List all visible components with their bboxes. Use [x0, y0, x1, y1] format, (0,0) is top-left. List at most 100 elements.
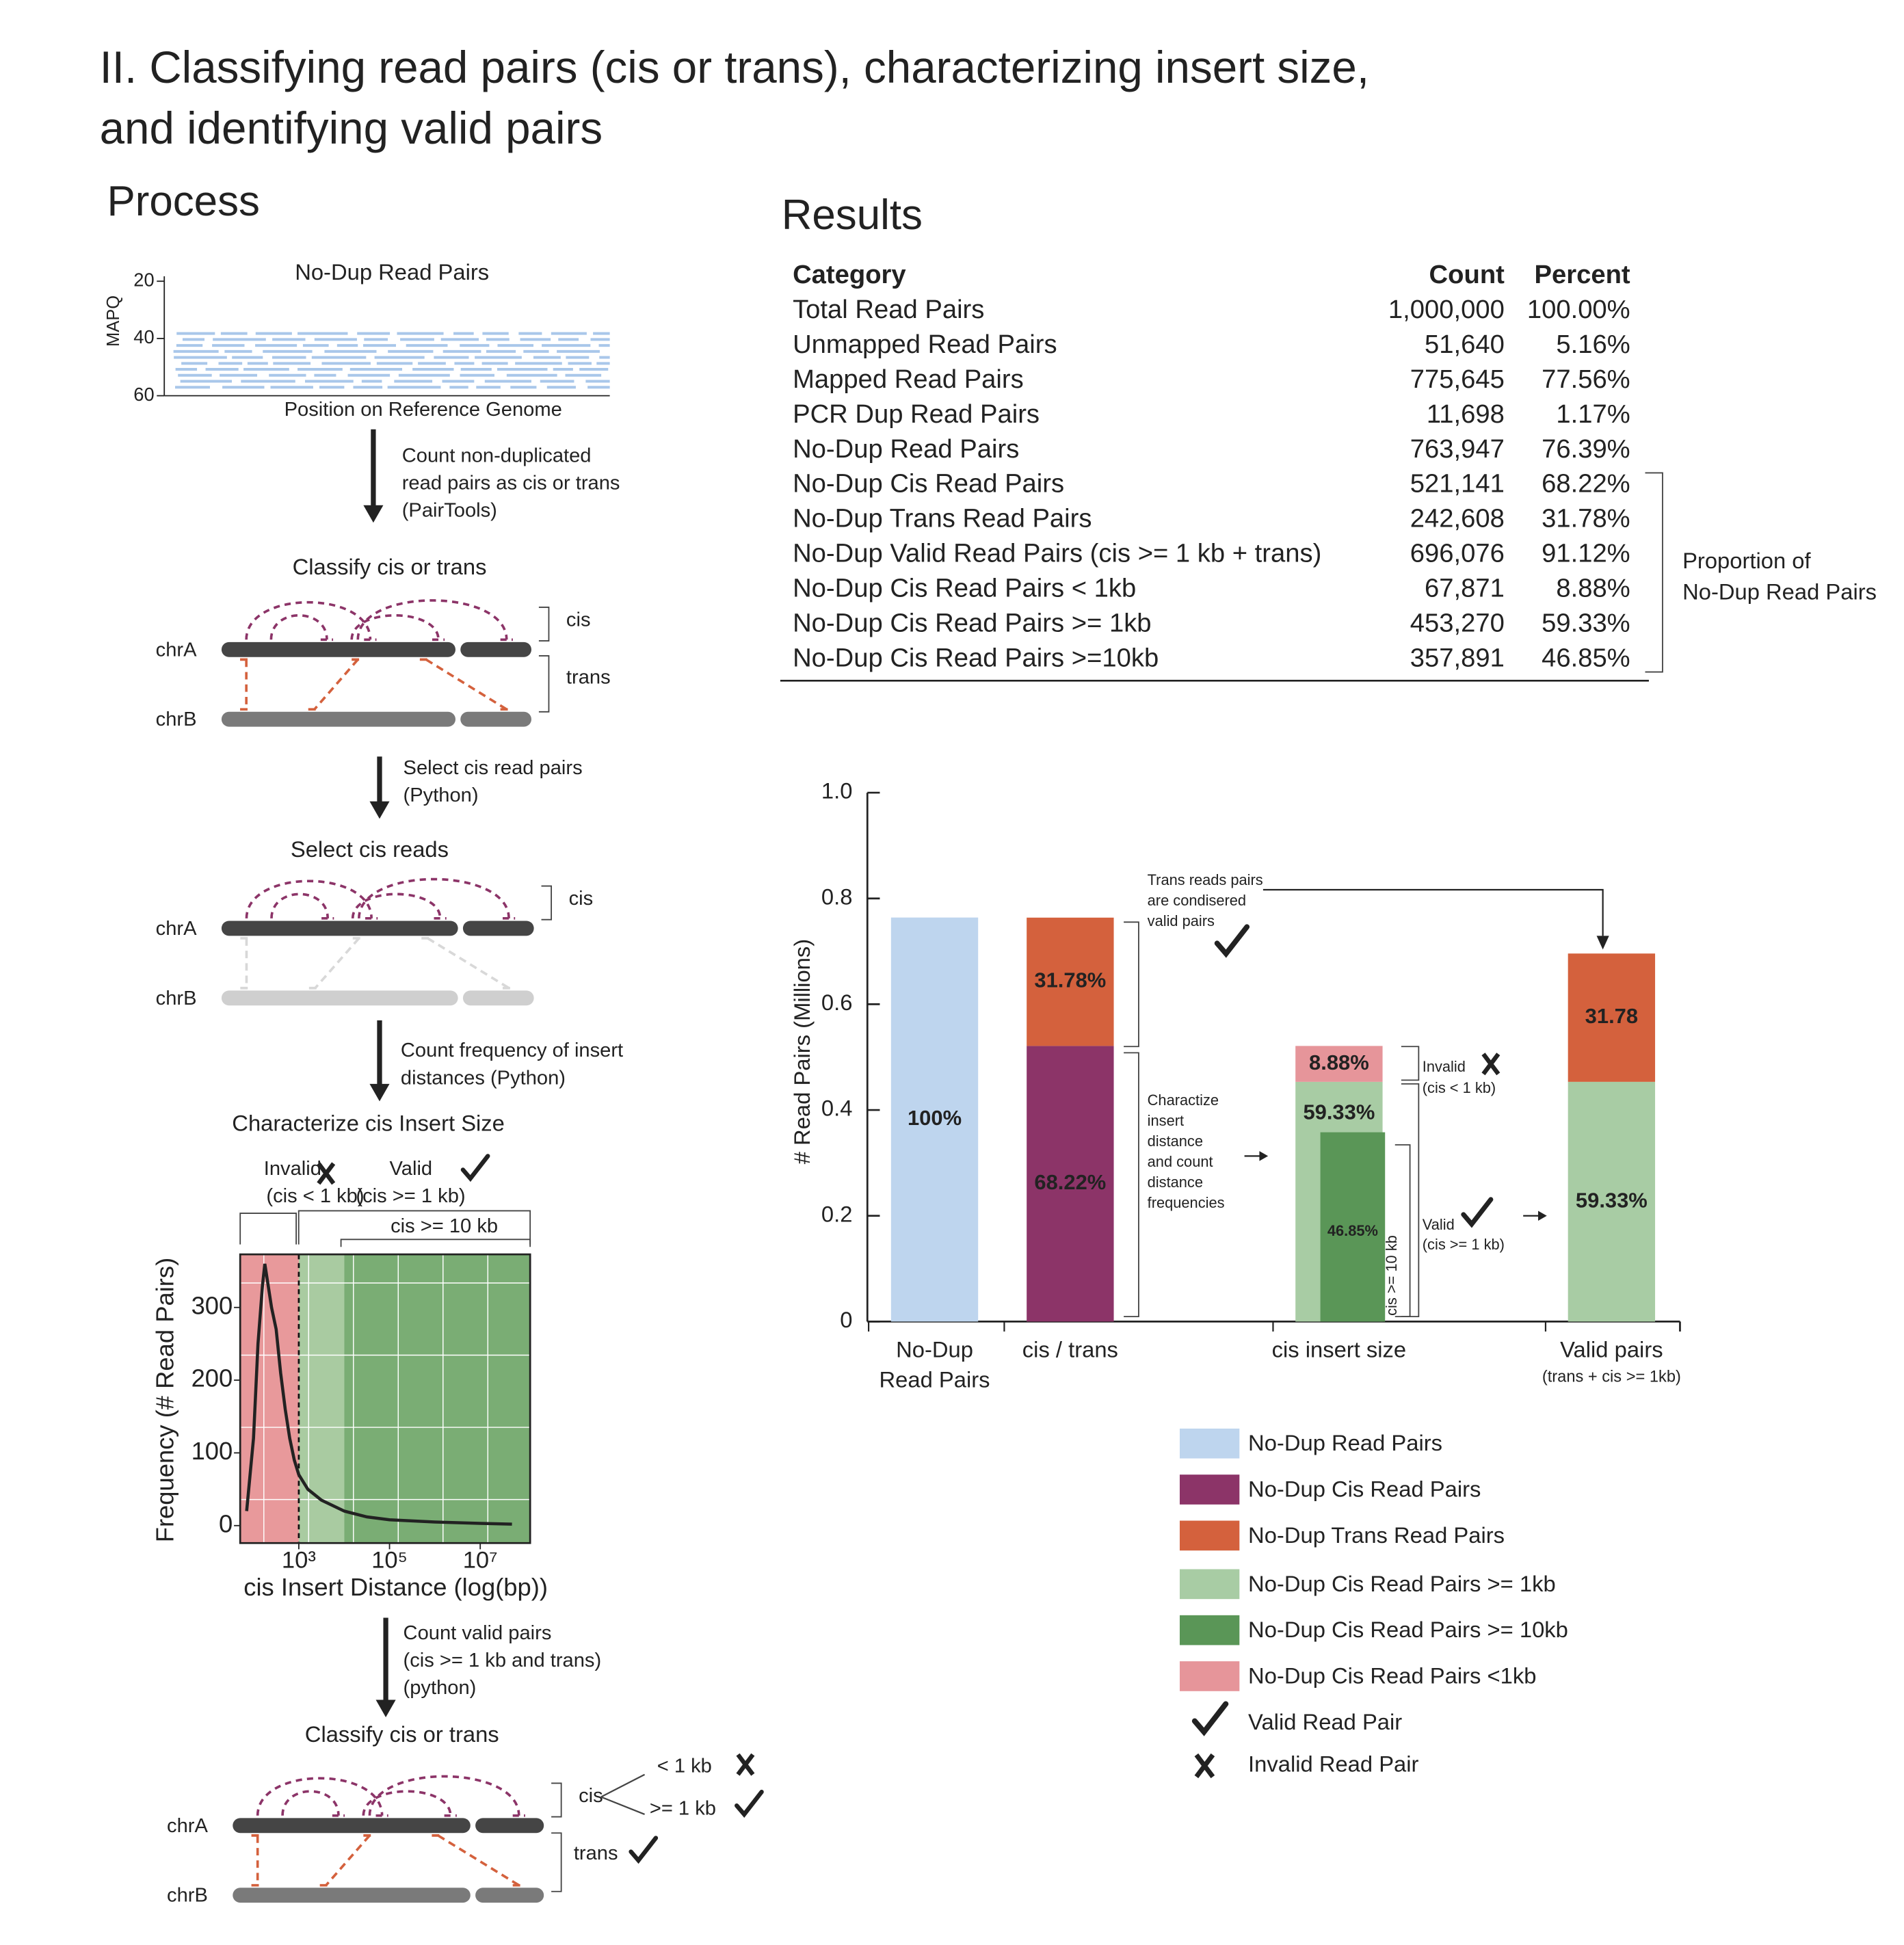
plot-frame [239, 1253, 531, 1544]
segment-label: 46.85% [1327, 1222, 1378, 1239]
trans-link [421, 937, 516, 990]
table-cell: 453,270 [1410, 609, 1505, 638]
label: Position on Reference Genome [285, 399, 562, 421]
label: valid pairs [1148, 912, 1215, 929]
table-cell: Total Read Pairs [793, 295, 984, 324]
table-cell: 91.12% [1542, 539, 1630, 568]
table-cell: 46.85% [1542, 643, 1630, 672]
trans-link [308, 658, 365, 711]
trans-link [419, 658, 513, 711]
arrow-head [369, 1083, 390, 1102]
x-tick-label: Read Pairs [880, 1366, 990, 1392]
label: trans [574, 1842, 618, 1864]
trans-link [240, 937, 253, 990]
table-cell: No-Dup Valid Read Pairs (cis >= 1 kb + t… [793, 539, 1321, 568]
label: < 1 kb [657, 1755, 712, 1777]
chromosome-b [475, 1888, 544, 1903]
label: chrA [156, 639, 197, 661]
x-tick-label: 10³ [282, 1548, 316, 1574]
label: Charactize [1148, 1091, 1219, 1109]
cis-arc [350, 614, 445, 641]
chromosome-b [233, 1888, 471, 1903]
legend-label: No-Dup Cis Read Pairs >= 1kb [1248, 1571, 1556, 1596]
table-cell: 51,640 [1425, 330, 1505, 359]
table-cell: 76.39% [1542, 434, 1630, 464]
label: cis [569, 888, 594, 910]
bracket [541, 885, 553, 921]
axis-title: cis Insert Distance (log(bp)) [243, 1573, 548, 1601]
bracket [1645, 472, 1663, 673]
label: Count frequency of insert [401, 1040, 623, 1061]
connector [1262, 888, 1604, 936]
trans-link [251, 1834, 264, 1887]
y-tick-label: 300 [191, 1291, 233, 1319]
cis-arc [245, 879, 378, 920]
x-tick-label: No-Dup [896, 1337, 973, 1362]
step-title: Classify cis or trans [305, 1721, 499, 1747]
legend-label: No-Dup Cis Read Pairs <1kb [1248, 1663, 1536, 1688]
x-tick-label: Valid pairs [1560, 1337, 1663, 1362]
y-tick-label: 20 [133, 269, 154, 290]
label: read pairs as cis or trans [402, 473, 620, 494]
segment-label: 59.33% [1303, 1100, 1375, 1124]
table-cell: 11,698 [1427, 399, 1505, 429]
figure-title: II. Classifying read pairs (cis or trans… [100, 42, 1369, 92]
table-cell: No-Dup Cis Read Pairs < 1kb [793, 574, 1136, 603]
bracket [1124, 1052, 1139, 1318]
arrow-head [375, 1699, 396, 1718]
label: >= 1 kb [650, 1797, 716, 1819]
arrow-head [363, 505, 384, 523]
table-cell: 31.78% [1542, 504, 1630, 533]
y-tick-label: 0.8 [821, 884, 853, 909]
label: Invalid [1423, 1058, 1466, 1075]
chromosome-b [221, 990, 458, 1006]
segment-label: 100% [908, 1106, 962, 1130]
check-icon [1461, 1197, 1494, 1228]
column-header: Category [793, 260, 906, 289]
label: Count non-duplicated [402, 445, 592, 466]
y-tick-label: 200 [191, 1364, 233, 1392]
segment-label: 59.33% [1576, 1188, 1648, 1212]
branch [600, 1773, 646, 1815]
table-cell: No-Dup Cis Read Pairs >=10kb [793, 643, 1159, 672]
arrow-head [369, 801, 390, 819]
cis-arc [281, 1790, 345, 1817]
check-icon [460, 1154, 490, 1182]
y-tick-label: 0.6 [821, 990, 853, 1015]
y-tick-label: 0.2 [821, 1201, 853, 1226]
table-cell: No-Dup Read Pairs [793, 434, 1019, 464]
label: Valid [1423, 1216, 1455, 1233]
trans-link [240, 658, 253, 711]
table-cell: No-Dup Cis Read Pairs [793, 469, 1064, 499]
bracket [1401, 1046, 1420, 1081]
table-cell: 763,947 [1410, 434, 1505, 464]
label: cis >= 10 kb [1383, 1235, 1400, 1316]
label: No-Dup Read Pairs [295, 259, 489, 285]
cis-arc [358, 877, 516, 920]
label: (PairTools) [402, 500, 497, 522]
x-tick-label: cis / trans [1022, 1337, 1118, 1362]
table-cell: 100.00% [1527, 295, 1630, 324]
chromosome-a [475, 1818, 544, 1834]
table-cell: 5.16% [1556, 330, 1630, 359]
chromosome-b [221, 711, 455, 727]
chromosome-b [462, 990, 534, 1006]
label: (cis >= 1 kb and trans) [404, 1650, 602, 1671]
arrow-head [1596, 936, 1609, 950]
label: (Python) [404, 784, 479, 806]
label: distances (Python) [401, 1067, 566, 1089]
section-heading: Results [782, 191, 923, 239]
chromosome-a [462, 921, 534, 936]
region [344, 1254, 531, 1544]
chromosome-a [460, 641, 531, 657]
x-icon [736, 1753, 755, 1776]
cis-arc [245, 601, 377, 641]
bracket [239, 1213, 297, 1245]
check-icon [1191, 1701, 1229, 1736]
segment-label: 8.88% [1309, 1050, 1369, 1074]
axis-title: Frequency (# Read Pairs) [150, 1258, 178, 1542]
legend-label: No-Dup Cis Read Pairs [1248, 1477, 1481, 1502]
label: cis [566, 609, 591, 631]
check-icon [629, 1836, 659, 1864]
table-cell: 1.17% [1556, 399, 1630, 429]
